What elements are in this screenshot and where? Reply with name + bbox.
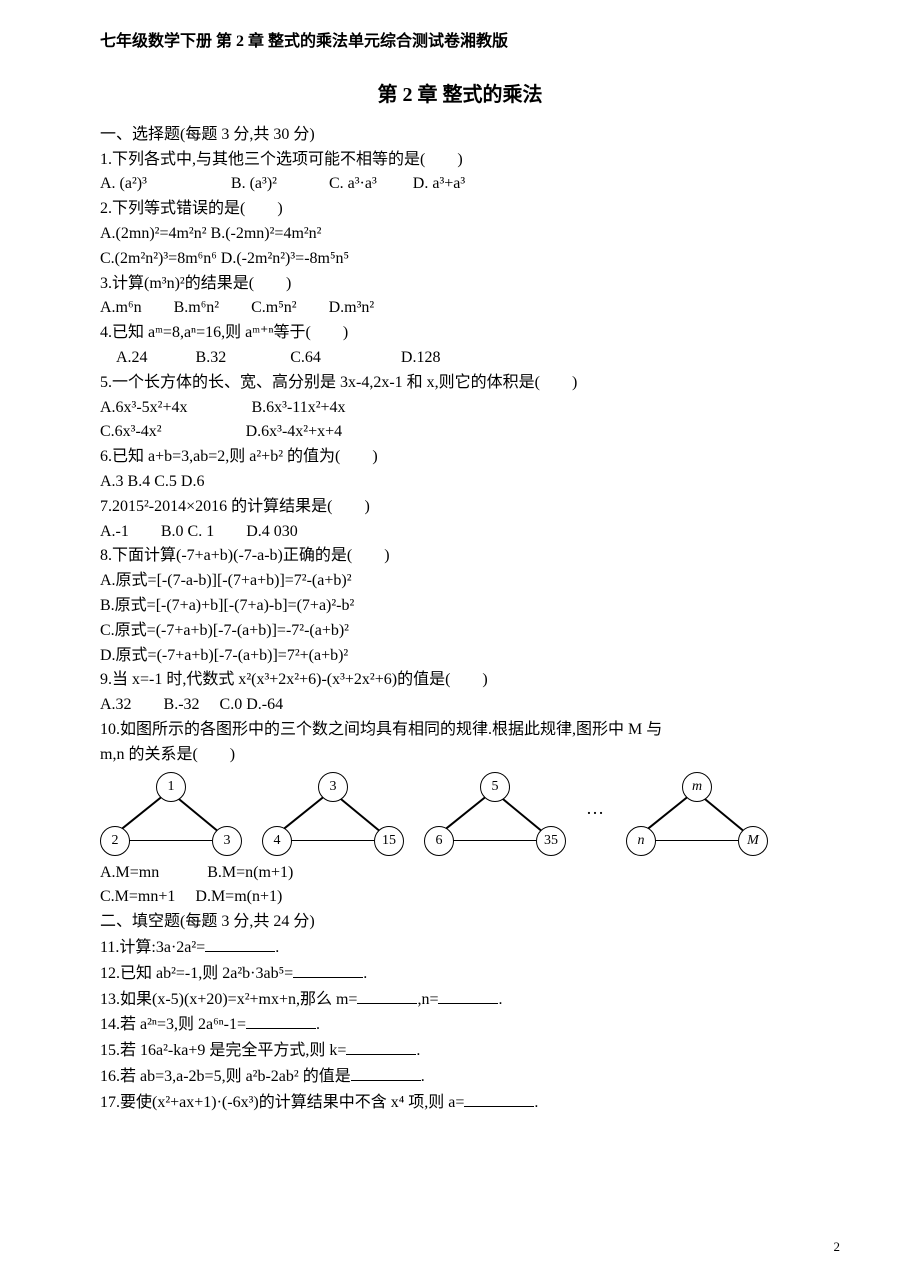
q13-blank-2 — [438, 987, 498, 1004]
question-10-diagram-row: 12 3 34 15 56 35 … mn M — [100, 772, 820, 857]
q1-opt-c: C. a³·a³ — [329, 175, 377, 192]
section-1-heading: 一、选择题(每题 3 分,共 30 分) — [100, 123, 820, 148]
node-bottom-left: 4 — [262, 826, 292, 856]
q16-blank — [351, 1064, 421, 1081]
question-4-options: A.24 B.32 C.64 D.128 — [100, 346, 820, 371]
question-4-stem: 4.已知 aᵐ=8,aⁿ=16,则 aᵐ⁺ⁿ等于( ) — [100, 321, 820, 346]
diagram-edge — [501, 797, 542, 831]
node-bottom-right: 3 — [212, 826, 242, 856]
question-3-stem: 3.计算(m³n)²的结果是( ) — [100, 272, 820, 297]
triangle-diagram: mn M — [626, 772, 766, 857]
q12-text: 12.已知 ab²=-1,则 2a²b·3ab⁵= — [100, 965, 293, 982]
question-6-options: A.3 B.4 C.5 D.6 — [100, 470, 820, 495]
question-1-options: A. (a²)³ B. (a³)² C. a³·a³ D. a³+a³ — [100, 172, 820, 197]
question-9-stem: 9.当 x=-1 时,代数式 x²(x³+2x²+6)-(x³+2x²+6)的值… — [100, 668, 820, 693]
question-2-stem: 2.下列等式错误的是( ) — [100, 197, 820, 222]
page-container: 七年级数学下册 第 2 章 整式的乘法单元综合测试卷湘教版 第 2 章 整式的乘… — [0, 0, 920, 1135]
question-13: 13.如果(x-5)(x+20)=x²+mx+n,那么 m= ,n=. — [100, 987, 820, 1013]
question-2-options-ab: A.(2mn)²=4m²n² B.(-2mn)²=4m²n² — [100, 222, 820, 247]
question-9-options: A.32 B.-32 C.0 D.-64 — [100, 693, 820, 718]
q1-opt-b: B. (a³)² — [231, 175, 277, 192]
diagram-edge — [647, 795, 689, 829]
question-6-stem: 6.已知 a+b=3,ab=2,则 a²+b² 的值为( ) — [100, 445, 820, 470]
question-10-stem-1: 10.如图所示的各图形中的三个数之间均具有相同的规律.根据此规律,图形中 M 与 — [100, 718, 820, 743]
question-5-options-ab: A.6x³-5x²+4x B.6x³-11x²+4x — [100, 396, 820, 421]
question-11: 11.计算:3a·2a²=. — [100, 935, 820, 961]
question-15: 15.若 16a²-ka+9 是完全平方式,则 k=. — [100, 1038, 820, 1064]
q17-blank — [464, 1090, 534, 1107]
triangle-diagram: 34 15 — [262, 772, 402, 857]
q17-text: 17.要使(x²+ax+1)·(-6x³)的计算结果中不含 x⁴ 项,则 a= — [100, 1094, 464, 1111]
diagram-edge — [128, 840, 212, 842]
q12-end: . — [363, 965, 367, 982]
diagram-edge — [445, 795, 487, 829]
triangle-diagram: 12 3 — [100, 772, 240, 857]
question-7-stem: 7.2015²-2014×2016 的计算结果是( ) — [100, 495, 820, 520]
page-number: 2 — [834, 1239, 841, 1255]
q16-end: . — [421, 1068, 425, 1085]
section-2-heading: 二、填空题(每题 3 分,共 24 分) — [100, 910, 820, 935]
question-1-stem: 1.下列各式中,与其他三个选项可能不相等的是( ) — [100, 148, 820, 173]
diagram-edge — [290, 840, 374, 842]
node-top: m — [682, 772, 712, 802]
node-bottom-left: 6 — [424, 826, 454, 856]
ellipsis-dots: … — [586, 795, 604, 833]
q15-text: 15.若 16a²-ka+9 是完全平方式,则 k= — [100, 1042, 346, 1059]
question-12: 12.已知 ab²=-1,则 2a²b·3ab⁵=. — [100, 961, 820, 987]
q13-text-b: ,n= — [417, 991, 438, 1008]
q14-blank — [246, 1012, 316, 1029]
question-2-options-cd: C.(2m²n²)³=8m⁶n⁶ D.(-2m²n²)³=-8m⁵n⁵ — [100, 247, 820, 272]
q11-text: 11.计算:3a·2a²= — [100, 939, 205, 956]
q17-end: . — [534, 1094, 538, 1111]
triangle-diagram: 56 35 — [424, 772, 564, 857]
chapter-title: 第 2 章 整式的乘法 — [100, 80, 820, 111]
q13-blank-1 — [357, 987, 417, 1004]
question-5-options-cd: C.6x³-4x² D.6x³-4x²+x+4 — [100, 420, 820, 445]
question-5-stem: 5.一个长方体的长、宽、高分别是 3x-4,2x-1 和 x,则它的体积是( ) — [100, 371, 820, 396]
node-bottom-left: 2 — [100, 826, 130, 856]
question-8-opt-c: C.原式=(-7+a+b)[-7-(a+b)]=-7²-(a+b)² — [100, 619, 820, 644]
node-bottom-right: 35 — [536, 826, 566, 856]
q1-opt-a: A. (a²)³ — [100, 175, 147, 192]
node-bottom-right: 15 — [374, 826, 404, 856]
q11-end: . — [275, 939, 279, 956]
question-10-stem-2: m,n 的关系是( ) — [100, 743, 820, 768]
diagram-edge — [654, 840, 738, 842]
diagram-edge — [283, 795, 325, 829]
question-8-opt-a: A.原式=[-(7-a-b)][-(7+a+b)]=7²-(a+b)² — [100, 569, 820, 594]
q14-end: . — [316, 1016, 320, 1033]
question-8-opt-d: D.原式=(-7+a+b)[-7-(a+b)]=7²+(a+b)² — [100, 644, 820, 669]
diagram-edge — [121, 795, 163, 829]
question-10-options-cd: C.M=mn+1 D.M=m(n+1) — [100, 885, 820, 910]
q14-text: 14.若 a²ⁿ=3,则 2a⁶ⁿ-1= — [100, 1016, 246, 1033]
q13-text-a: 13.如果(x-5)(x+20)=x²+mx+n,那么 m= — [100, 991, 357, 1008]
question-17: 17.要使(x²+ax+1)·(-6x³)的计算结果中不含 x⁴ 项,则 a=. — [100, 1090, 820, 1116]
question-8-stem: 8.下面计算(-7+a+b)(-7-a-b)正确的是( ) — [100, 544, 820, 569]
q13-end: . — [498, 991, 502, 1008]
node-bottom-left: n — [626, 826, 656, 856]
question-10-options-ab: A.M=mn B.M=n(m+1) — [100, 861, 820, 886]
question-3-options: A.m⁶n B.m⁶n² C.m⁵n² D.m³n² — [100, 296, 820, 321]
q15-blank — [346, 1038, 416, 1055]
diagram-edge — [452, 840, 536, 842]
diagram-edge — [703, 797, 744, 831]
question-7-options: A.-1 B.0 C. 1 D.4 030 — [100, 520, 820, 545]
q11-blank — [205, 935, 275, 952]
node-top: 3 — [318, 772, 348, 802]
node-top: 5 — [480, 772, 510, 802]
question-8-opt-b: B.原式=[-(7+a)+b][-(7+a)-b]=(7+a)²-b² — [100, 594, 820, 619]
q16-text: 16.若 ab=3,a-2b=5,则 a²b-2ab² 的值是 — [100, 1068, 351, 1085]
node-bottom-right: M — [738, 826, 768, 856]
page-header: 七年级数学下册 第 2 章 整式的乘法单元综合测试卷湘教版 — [100, 30, 820, 55]
question-14: 14.若 a²ⁿ=3,则 2a⁶ⁿ-1=. — [100, 1012, 820, 1038]
q12-blank — [293, 961, 363, 978]
question-16: 16.若 ab=3,a-2b=5,则 a²b-2ab² 的值是. — [100, 1064, 820, 1090]
q15-end: . — [416, 1042, 420, 1059]
q1-opt-d: D. a³+a³ — [413, 175, 465, 192]
diagram-edge — [177, 797, 218, 831]
node-top: 1 — [156, 772, 186, 802]
diagram-edge — [339, 797, 380, 831]
